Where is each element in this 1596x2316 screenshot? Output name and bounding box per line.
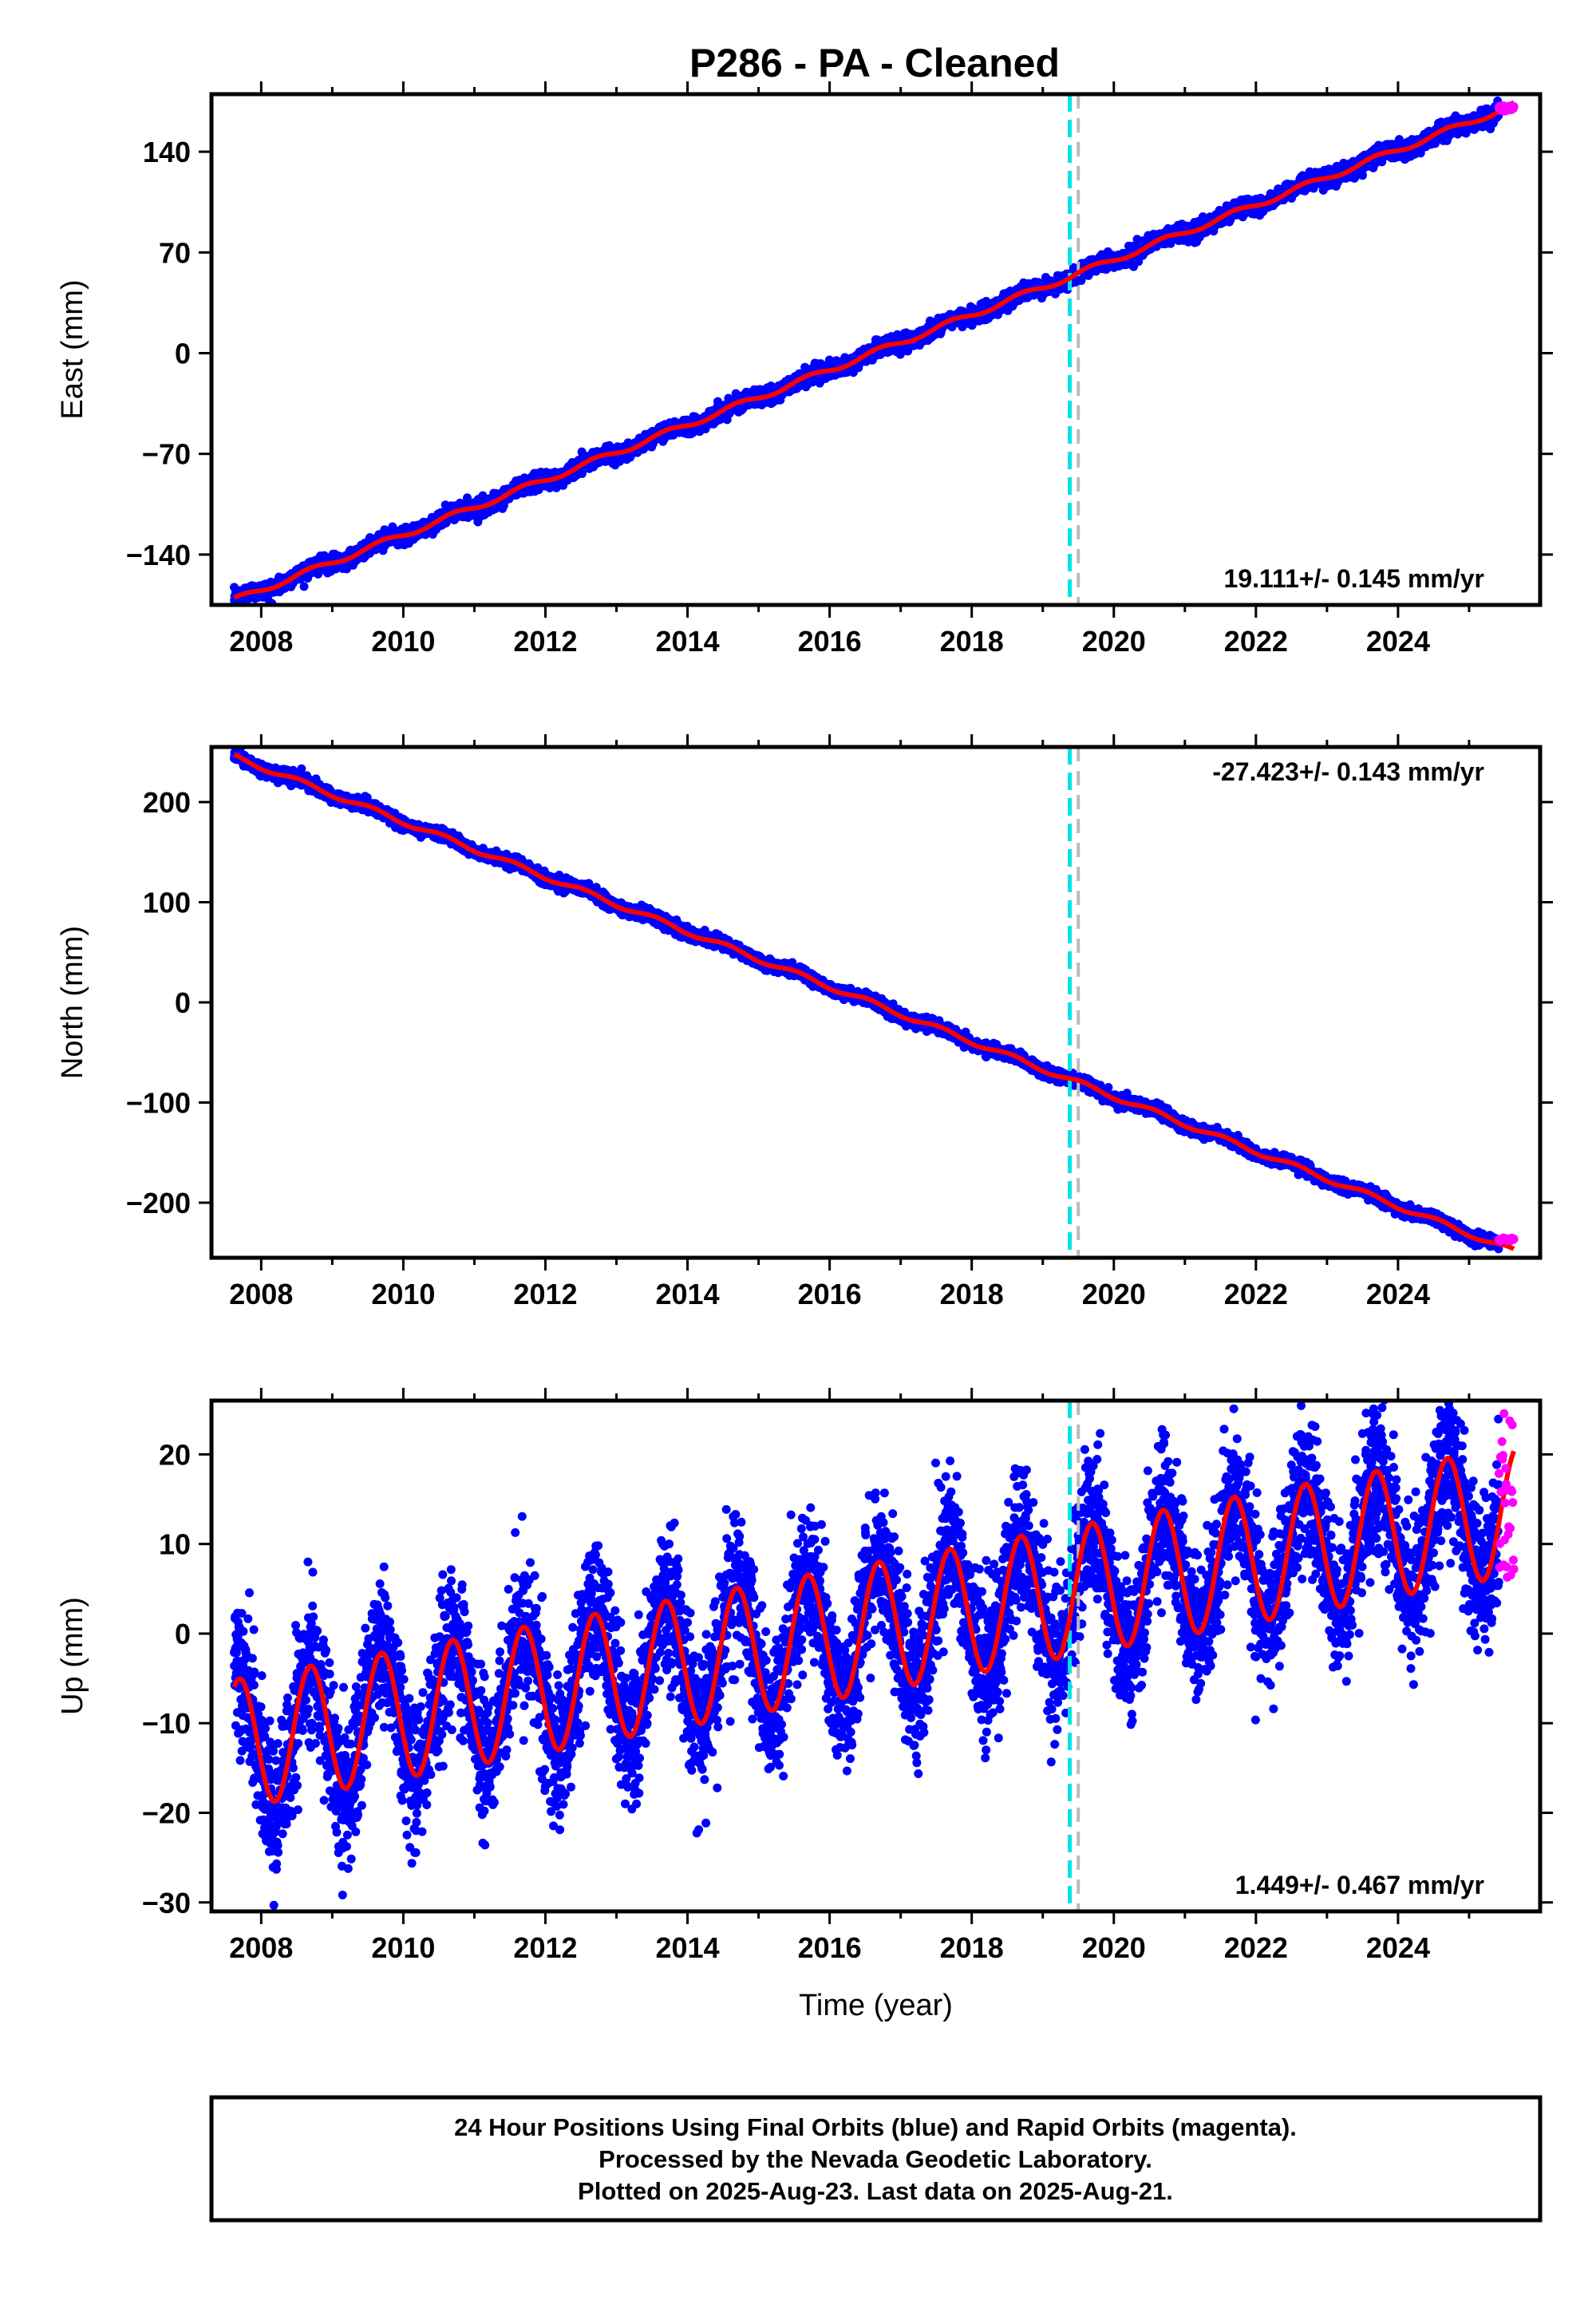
east-panel: 2008 2010 2012 2014 2016 2018 2020 2022 2024−140… [56,81,1553,658]
figure-title: P286 - PA - Cleaned [689,41,1060,85]
plot-area [230,94,1519,605]
final-orbit-point [299,582,309,591]
